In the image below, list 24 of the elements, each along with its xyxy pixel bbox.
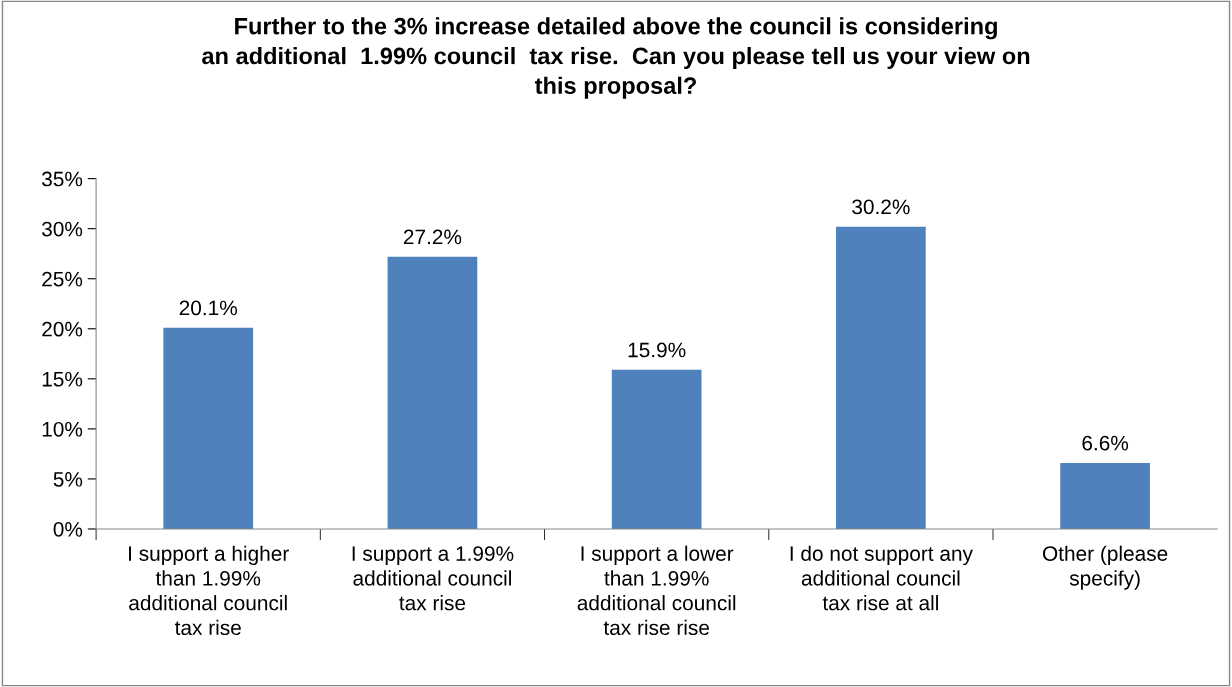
y-tick-label: 20% [42, 321, 83, 337]
y-tick-label: 25% [42, 271, 83, 287]
x-tick-label: I support a higher than 1.99% additional council tax rise [129, 545, 289, 636]
bar [1060, 462, 1150, 529]
data-label: 6.6% [1082, 435, 1129, 451]
data-label: 30.2% [852, 199, 910, 215]
x-tick-label: I support a 1.99% additional council tax rise [352, 546, 514, 611]
x-tick-label: Other (please specify) [1042, 545, 1168, 590]
x-tick-label: I do not support any additional council tax rise at all [790, 545, 973, 611]
y-tick-label: 10% [42, 421, 83, 437]
x-tick-label: I support a lower than 1.99% additional council tax rise rise [577, 545, 736, 636]
chart-title: Further to the 3% increase detailed above the council is considering an additional 1.99% council tax rise. Can you please tell us your view on this proposal? [202, 17, 1030, 99]
y-tick-label: 30% [42, 221, 83, 237]
data-label: 20.1% [179, 300, 237, 316]
bar [611, 369, 702, 529]
y-tick-label: 15% [42, 371, 83, 387]
data-label: 15.9% [628, 342, 686, 358]
y-tick-label: 0% [53, 521, 83, 537]
data-label: 27.2% [403, 229, 462, 245]
bar [387, 256, 478, 529]
bar [836, 226, 926, 529]
y-tick-label: 5% [53, 472, 83, 487]
bar [163, 327, 254, 529]
y-tick-label: 35% [42, 171, 83, 187]
